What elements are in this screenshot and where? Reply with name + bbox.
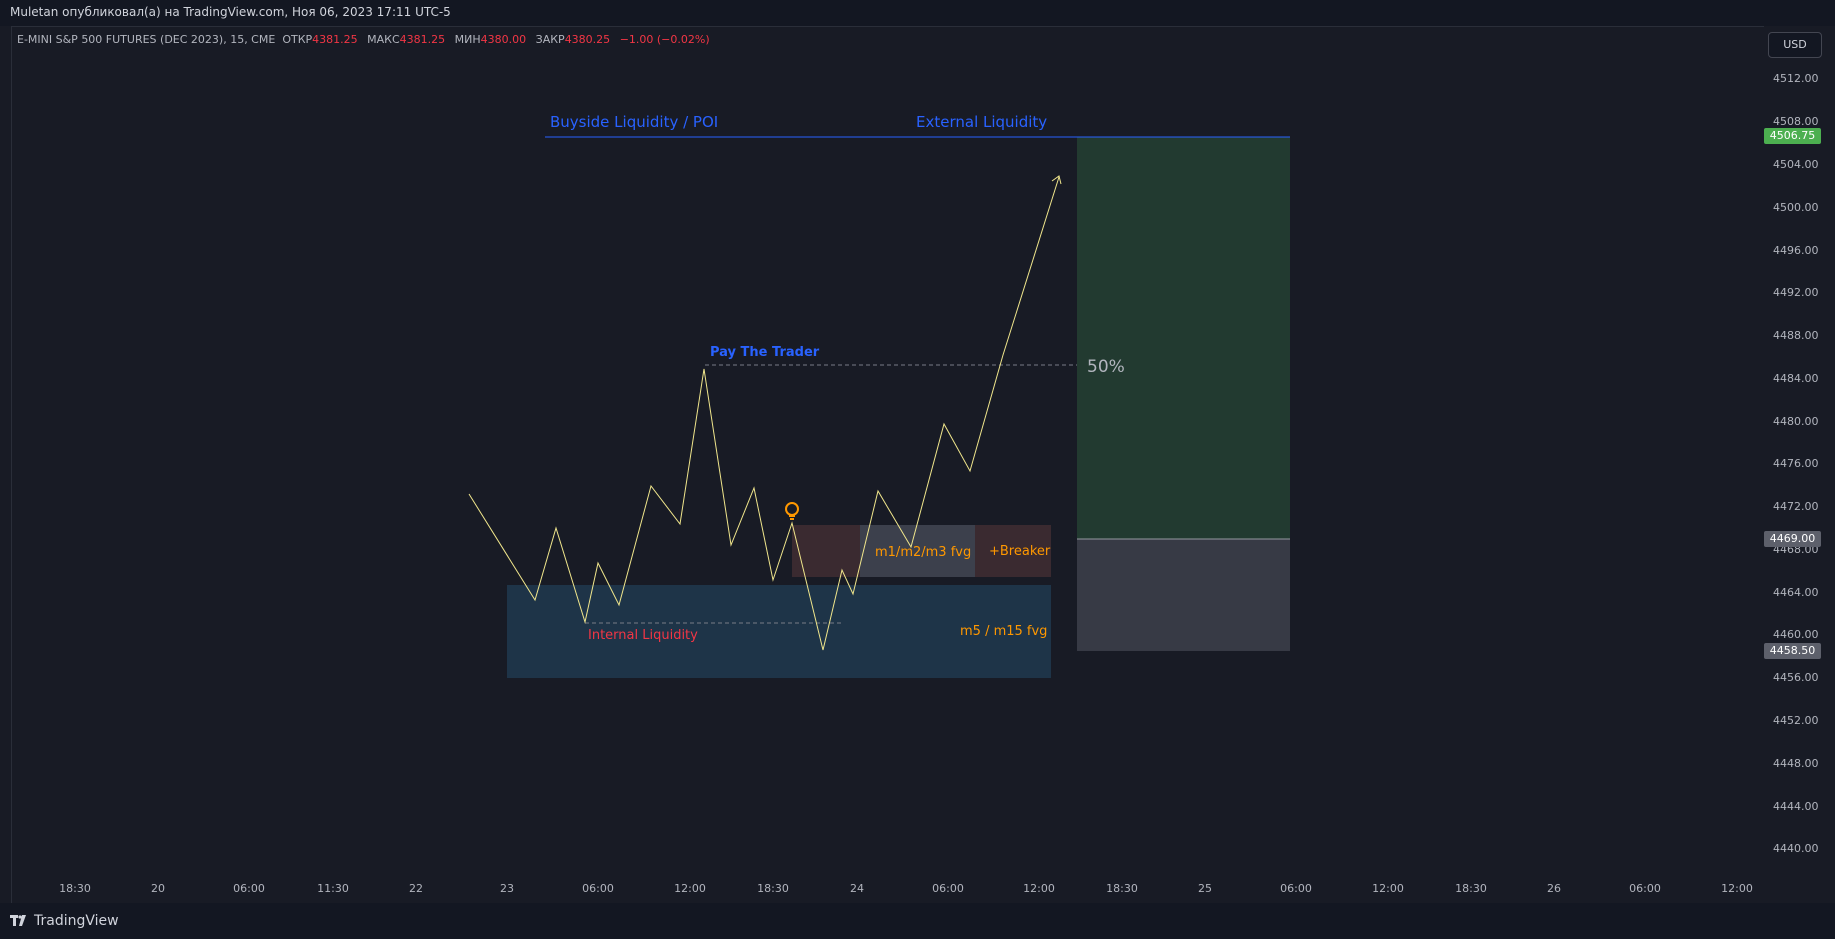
price-tag-entry: 4469.00 [1764, 531, 1821, 547]
external-label: External Liquidity [916, 113, 1047, 131]
tradingview-logo-icon [10, 915, 26, 926]
symbol-legend: E-MINI S&P 500 FUTURES (DEC 2023), 15, C… [17, 33, 716, 46]
price-label: 4444.00 [1773, 800, 1819, 813]
time-label: 26 [1547, 882, 1561, 895]
lightbulb-icon [785, 502, 799, 520]
open-value: 4381.25 [312, 33, 358, 46]
time-label: 06:00 [932, 882, 964, 895]
time-label: 18:30 [1455, 882, 1487, 895]
price-label: 4448.00 [1773, 757, 1819, 770]
fifty-label: 50% [1087, 357, 1125, 377]
footer: TradingView [0, 903, 1835, 939]
price-label: 4484.00 [1773, 372, 1819, 385]
time-label: 06:00 [1629, 882, 1661, 895]
time-label: 11:30 [317, 882, 349, 895]
close-value: 4380.25 [564, 33, 611, 46]
price-tag-stop: 4458.50 [1764, 643, 1821, 659]
breaker-zone-right [975, 525, 1051, 577]
time-label: 20 [151, 882, 165, 895]
time-label: 06:00 [233, 882, 265, 895]
price-label: 4504.00 [1773, 158, 1819, 171]
time-label: 12:00 [1721, 882, 1753, 895]
time-label: 12:00 [1023, 882, 1055, 895]
symbol-name: E-MINI S&P 500 FUTURES (DEC 2023), 15, C… [17, 33, 276, 46]
high-value: 4381.25 [399, 33, 446, 46]
currency-button[interactable]: USD [1768, 32, 1822, 58]
brand-name: TradingView [34, 913, 119, 929]
low-label: МИН [454, 33, 481, 46]
time-label: 25 [1198, 882, 1212, 895]
time-label: 06:00 [1280, 882, 1312, 895]
fvg-small-label: m1/m2/m3 fvg [875, 545, 971, 560]
low-value: 4380.00 [480, 33, 527, 46]
pay-trader-label: Pay The Trader [710, 345, 820, 360]
price-label: 4452.00 [1773, 714, 1819, 727]
top-bar: Muletan опубликовал(а) на TradingView.co… [0, 0, 1835, 26]
high-label: МАКС [367, 33, 400, 46]
price-label: 4508.00 [1773, 115, 1819, 128]
time-label: 18:30 [1106, 882, 1138, 895]
arrow-head [1051, 175, 1062, 185]
open-label: ОТКР [282, 33, 313, 46]
price-label: 4512.00 [1773, 72, 1819, 85]
price-label: 4500.00 [1773, 201, 1819, 214]
price-label: 4480.00 [1773, 415, 1819, 428]
price-label: 4496.00 [1773, 244, 1819, 257]
time-label: 24 [850, 882, 864, 895]
time-label: 22 [409, 882, 423, 895]
tradingview-logo[interactable]: TradingView [10, 913, 119, 929]
price-label: 4464.00 [1773, 586, 1819, 599]
internal-label: Internal Liquidity [588, 628, 698, 643]
fvg-large-label: m5 / m15 fvg [960, 624, 1047, 639]
price-label: 4472.00 [1773, 500, 1819, 513]
price-label: 4440.00 [1773, 842, 1819, 855]
loss-zone [1077, 539, 1290, 651]
price-label: 4492.00 [1773, 286, 1819, 299]
time-label: 23 [500, 882, 514, 895]
time-label: 12:00 [1372, 882, 1404, 895]
fvg-small-zone [860, 525, 975, 577]
published-info: Muletan опубликовал(а) на TradingView.co… [10, 5, 451, 19]
price-label: 4488.00 [1773, 329, 1819, 342]
profit-zone [1077, 137, 1290, 539]
price-label: 4476.00 [1773, 457, 1819, 470]
time-axis[interactable]: 18:30 20 06:00 11:30 22 23 06:00 12:00 1… [0, 878, 1763, 903]
time-label: 12:00 [674, 882, 706, 895]
time-label: 18:30 [59, 882, 91, 895]
time-label: 06:00 [582, 882, 614, 895]
price-label: 4456.00 [1773, 671, 1819, 684]
buyside-label: Buyside Liquidity / POI [550, 113, 718, 131]
close-label: ЗАКР [535, 33, 565, 46]
breaker-zone-left [792, 525, 860, 577]
price-tag-target: 4506.75 [1764, 128, 1821, 144]
price-path [468, 176, 1060, 651]
change-value: −1.00 (−0.02%) [619, 33, 710, 46]
price-label: 4460.00 [1773, 628, 1819, 641]
time-label: 18:30 [757, 882, 789, 895]
chart-canvas: Buyside Liquidity / POI External Liquidi… [468, 113, 1290, 678]
fvg-large-zone [507, 585, 1051, 678]
breaker-label: +Breaker [989, 544, 1051, 559]
